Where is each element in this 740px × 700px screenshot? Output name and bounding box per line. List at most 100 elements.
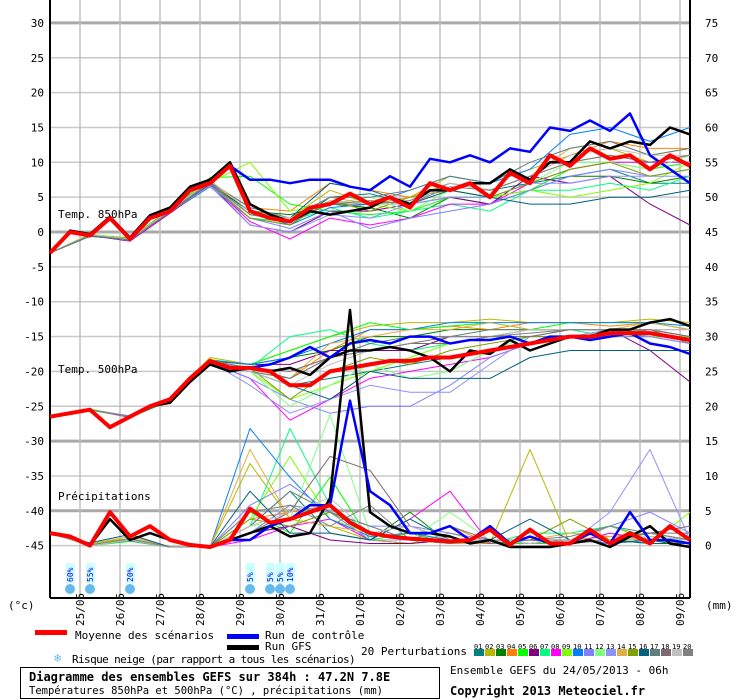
- perturbation-swatch: [661, 649, 671, 656]
- legend-perturbations-label: 20 Perturbations: [361, 645, 467, 658]
- snowflake-icon: [65, 584, 75, 594]
- right-tick-label: 55: [705, 156, 718, 169]
- right-tick-label: 75: [705, 17, 718, 30]
- snowflake-icon: [85, 584, 95, 594]
- left-tick-label: -5: [31, 261, 44, 274]
- perturbation-swatch: [650, 649, 660, 656]
- snow-risk-bg: [246, 563, 255, 583]
- legend-mean-swatch: [35, 630, 67, 635]
- perturbation-swatch: [584, 649, 594, 656]
- perturbation-number: 07: [540, 643, 549, 651]
- perturbation-number: 02: [485, 643, 494, 651]
- snow-risk-label: 5%: [246, 572, 255, 582]
- date-label: 30/05: [274, 593, 287, 626]
- date-label: 02/06: [394, 593, 407, 626]
- snowflake-icon: [125, 584, 135, 594]
- left-tick-label: -35: [24, 470, 44, 483]
- perturbation-number: 19: [672, 643, 681, 651]
- left-tick-label: -15: [24, 331, 44, 344]
- perturbation-number: 08: [551, 643, 560, 651]
- right-tick-label: 0: [705, 540, 712, 553]
- perturbation-swatch: [639, 649, 649, 656]
- perturbation-swatch: [529, 649, 539, 656]
- perturbation-number: 09: [562, 643, 571, 651]
- snow-risk-label: 10%: [286, 567, 295, 582]
- left-tick-label: -40: [24, 505, 44, 518]
- control-t500-line: [49, 331, 691, 429]
- date-label: 01/06: [354, 593, 367, 626]
- left-tick-label: 0: [37, 226, 44, 239]
- perturbation-20-t850-line: [49, 154, 691, 254]
- perturbation-swatch: [683, 649, 693, 656]
- left-tick-label: 5: [37, 191, 44, 204]
- left-tick-label: -25: [24, 400, 44, 413]
- perturbation-06-t500-line: [49, 329, 691, 418]
- snow-risk-bg: [266, 563, 275, 583]
- date-label: 27/05: [154, 593, 167, 626]
- perturbation-swatch: [562, 649, 572, 656]
- left-unit-label: (°c): [8, 599, 35, 612]
- perturbation-number: 05: [518, 643, 527, 651]
- right-tick-label: 50: [705, 191, 718, 204]
- snowflake-icon: ❄: [54, 651, 62, 665]
- perturbation-number: 12: [595, 643, 604, 651]
- perturbation-swatch: [617, 649, 627, 656]
- date-label: 31/05: [314, 593, 327, 626]
- panel-label-t850: Temp. 850hPa: [58, 208, 137, 221]
- perturbation-13-t500-line: [49, 329, 691, 418]
- right-tick-label: 15: [705, 435, 718, 448]
- perturbation-07-t500-line: [49, 329, 690, 418]
- perturbation-swatch: [628, 649, 638, 656]
- mean-t500-line: [49, 331, 691, 430]
- date-label: 06/06: [554, 593, 567, 626]
- perturbation-swatch: [551, 649, 561, 656]
- snow-risk-label: 60%: [66, 567, 75, 582]
- perturbation-swatch: [518, 649, 528, 656]
- perturbation-number: 18: [661, 643, 670, 651]
- right-tick-label: 60: [705, 121, 718, 134]
- right-tick-label: 70: [705, 52, 718, 65]
- perturbation-12-t500-line: [49, 329, 691, 418]
- legend-gfs-swatch: [227, 645, 259, 650]
- snow-risk-bg: [86, 563, 95, 583]
- perturbation-swatch: [496, 649, 506, 656]
- gfs-precip-line: [49, 308, 691, 549]
- perturbation-number: 04: [507, 643, 516, 651]
- perturbation-15-t500-line: [49, 329, 691, 418]
- right-tick-label: 35: [705, 296, 718, 309]
- mean-t850-line: [48, 146, 691, 255]
- perturbation-17-t500-line: [49, 329, 691, 418]
- perturbation-number: 17: [650, 643, 659, 651]
- date-label: 28/05: [194, 593, 207, 626]
- right-tick-label: 10: [705, 470, 718, 483]
- snow-risk-bg: [276, 563, 285, 583]
- perturbation-number: 14: [617, 643, 626, 651]
- right-tick-label: 65: [705, 87, 718, 100]
- legend-gfs-label: Run GFS: [265, 640, 312, 653]
- date-label: 09/06: [674, 593, 687, 626]
- copyright: Copyright 2013 Meteociel.fr: [450, 684, 646, 698]
- right-unit-label: (mm): [706, 599, 733, 612]
- perturbation-09-t500-line: [49, 329, 690, 418]
- perturbation-number: 11: [584, 643, 593, 651]
- perturbation-number: 01: [474, 643, 483, 651]
- perturbation-swatch: [507, 649, 517, 656]
- perturbation-number: 06: [529, 643, 538, 651]
- perturbation-swatch: [485, 649, 495, 656]
- left-tick-label: 30: [31, 17, 44, 30]
- date-label: 26/05: [114, 593, 127, 626]
- right-tick-label: 20: [705, 400, 718, 413]
- date-label: 07/06: [594, 593, 607, 626]
- date-label: 04/06: [474, 593, 487, 626]
- perturbation-01-t500-line: [49, 332, 691, 418]
- legend-control-label: Run de contrôle: [265, 629, 365, 642]
- snowflake-icon: [285, 584, 295, 594]
- perturbation-number: 15: [628, 643, 637, 651]
- right-tick-label: 5: [705, 505, 712, 518]
- gfs-t850-line: [49, 126, 691, 254]
- snowflake-icon: [275, 584, 285, 594]
- right-tick-label: 25: [705, 365, 718, 378]
- snow-risk-bg: [126, 563, 135, 583]
- left-tick-label: 10: [31, 156, 44, 169]
- chart-subtitle: Températures 850hPa et 500hPa (°C) , pré…: [29, 685, 384, 697]
